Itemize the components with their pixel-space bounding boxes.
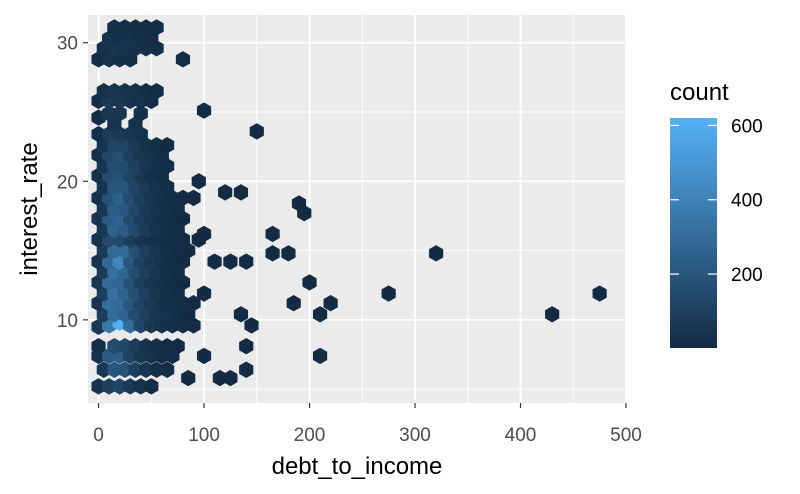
hex-bin: [244, 317, 259, 334]
hex-bin: [186, 189, 201, 207]
hex-bin: [149, 19, 164, 36]
hex-bin: [133, 105, 148, 122]
hex-bin: [233, 306, 249, 323]
hex-bin: [160, 137, 175, 154]
hex-bin: [239, 361, 254, 378]
hex-bin: [186, 295, 201, 312]
hex-bin: [239, 337, 254, 355]
x-tick-label: 300: [399, 425, 431, 446]
x-tick-label: 200: [294, 425, 326, 446]
x-axis-title: debt_to_income: [272, 453, 443, 480]
hex-bin: [223, 253, 238, 270]
hex-bin: [196, 285, 212, 302]
x-axis-ticks: 0 100 200 300 400 500: [93, 403, 642, 446]
hex-bin: [196, 102, 212, 119]
hex-bin: [286, 295, 301, 312]
hex-bin: [291, 195, 307, 212]
y-tick-label: 20: [57, 172, 78, 193]
y-axis-title: interest_rate: [16, 142, 43, 275]
hex-bin: [112, 105, 127, 122]
hex-bin: [592, 285, 607, 302]
y-tick-label: 30: [57, 34, 78, 55]
hex-bin: [239, 253, 254, 270]
hex-bin: [302, 274, 317, 291]
x-tick-label: 400: [505, 425, 537, 446]
hex-bin: [233, 184, 249, 201]
hex-bin: [429, 245, 444, 262]
hex-bin: [196, 347, 212, 365]
hex-bin: [191, 173, 206, 190]
hex-bin: [207, 253, 222, 270]
hex-bin: [265, 225, 280, 243]
hex-bin: [223, 369, 238, 387]
hex-bin: [545, 306, 560, 323]
hex-bin: [312, 347, 328, 365]
hex-bin: [281, 245, 296, 262]
legend-tick-label: 200: [731, 265, 763, 286]
hex-bin: [312, 306, 328, 323]
legend-color-bar: [670, 118, 717, 348]
x-tick-label: 100: [188, 425, 220, 446]
legend-tick-label: 400: [731, 191, 763, 212]
hex-bin: [218, 184, 233, 201]
x-tick-label: 500: [610, 425, 642, 446]
hex-bin: [181, 369, 196, 387]
y-tick-label: 10: [57, 311, 78, 332]
hex-bin: [91, 337, 106, 355]
hex-bin: [144, 378, 159, 395]
hex-bin: [249, 123, 264, 140]
hex-bin: [175, 51, 191, 68]
hex-bin: [265, 245, 280, 262]
hex-bin: [149, 83, 164, 100]
x-tick-label: 0: [93, 425, 104, 446]
hex-bins: [91, 19, 607, 395]
legend-ticks: 200 400 600: [670, 116, 763, 286]
hex-bin: [381, 285, 396, 302]
hex-bin: [160, 361, 175, 378]
y-axis-ticks: 10 20 30: [57, 34, 88, 332]
legend: count 200 400 600: [670, 79, 763, 348]
legend-title: count: [670, 79, 729, 106]
hex-bin: [323, 295, 338, 312]
hex-bin: [196, 225, 212, 243]
hex-bin: [170, 337, 185, 355]
legend-tick-label: 600: [731, 116, 763, 137]
